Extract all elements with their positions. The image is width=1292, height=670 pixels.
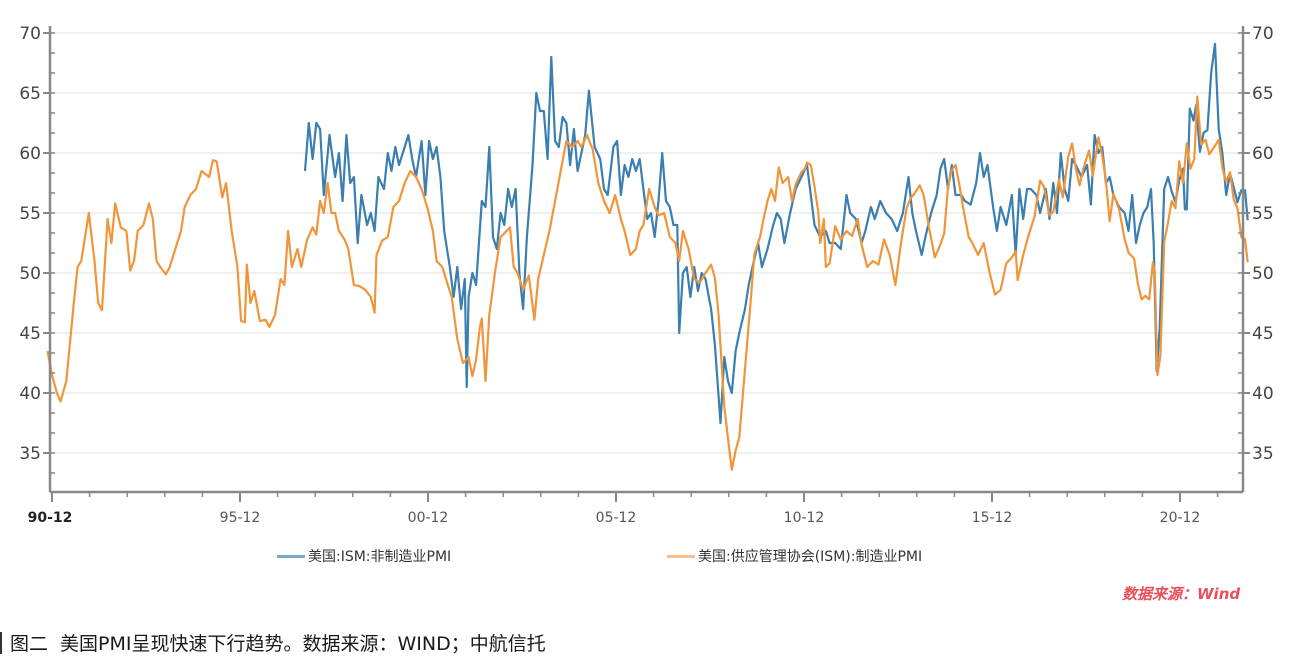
y-tick-label-left: 35 bbox=[19, 444, 41, 464]
series-non-manufacturing-pmi bbox=[303, 42, 1249, 425]
chart-legend: 美国:ISM:非制造业PMI 美国:供应管理协会(ISM):制造业PMI bbox=[0, 546, 1292, 570]
gridlines bbox=[50, 32, 1243, 454]
legend-item-non-manufacturing[interactable]: 美国:ISM:非制造业PMI bbox=[277, 546, 451, 566]
pmi-line-chart: 35 40 45 50 55 60 65 70 35 40 45 50 55 60 65 70 90-12 95-… bbox=[19, 24, 1273, 526]
y-tick-label-right: 55 bbox=[1252, 204, 1274, 224]
y-tick-label-left: 55 bbox=[19, 204, 41, 224]
legend-swatch-orange bbox=[667, 554, 695, 558]
y-tick-label-left: 65 bbox=[19, 84, 41, 104]
x-tick-label: 90-12 bbox=[28, 510, 73, 526]
y-tick-label-left: 50 bbox=[19, 264, 41, 284]
legend-label: 美国:供应管理协会(ISM):制造业PMI bbox=[698, 549, 923, 565]
figure-caption: 图二 美国PMI呈现快速下行趋势。数据来源：WIND；中航信托 bbox=[0, 629, 546, 656]
y-tick-label-right: 40 bbox=[1252, 384, 1274, 404]
x-tick-label: 05-12 bbox=[596, 510, 637, 526]
legend-label: 美国:ISM:非制造业PMI bbox=[308, 549, 452, 565]
y-tick-label-right: 60 bbox=[1252, 144, 1274, 164]
x-tick-label: 00-12 bbox=[408, 510, 449, 526]
y-tick-label-left: 70 bbox=[19, 24, 41, 44]
y-tick-label-right: 35 bbox=[1252, 444, 1274, 464]
y-tick-label-right: 65 bbox=[1252, 84, 1274, 104]
legend-item-manufacturing[interactable]: 美国:供应管理协会(ISM):制造业PMI bbox=[667, 546, 922, 566]
x-tick-label: 15-12 bbox=[972, 510, 1013, 526]
y-tick-label-left: 45 bbox=[19, 324, 41, 344]
y-tick-label-right: 50 bbox=[1252, 264, 1274, 284]
y-tick-label-right: 70 bbox=[1252, 24, 1274, 44]
y-tick-label-left: 40 bbox=[19, 384, 41, 404]
series-manufacturing-pmi bbox=[46, 95, 1249, 471]
x-tick-label: 20-12 bbox=[1160, 510, 1201, 526]
data-source-note: 数据来源：Wind bbox=[1122, 585, 1241, 603]
y-tick-label-left: 60 bbox=[19, 144, 41, 164]
y-tick-label-right: 45 bbox=[1252, 324, 1274, 344]
axes: 35 40 45 50 55 60 65 70 35 40 45 50 55 60 65 70 90-12 95-… bbox=[19, 24, 1273, 526]
x-tick-label: 95-12 bbox=[220, 510, 261, 526]
caption-text: 美国PMI呈现快速下行趋势。数据来源：WIND；中航信托 bbox=[60, 633, 546, 655]
legend-swatch-blue bbox=[277, 554, 305, 558]
figure-label: 图二 bbox=[10, 633, 49, 655]
x-tick-label: 10-12 bbox=[784, 510, 825, 526]
caption-bar bbox=[0, 631, 2, 654]
series-layer bbox=[46, 42, 1249, 471]
